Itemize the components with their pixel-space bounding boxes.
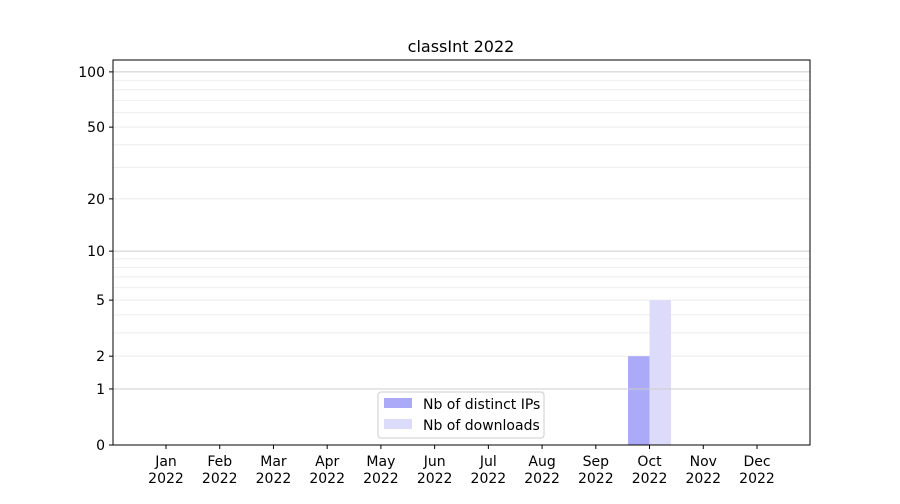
y-tick-label: 5 xyxy=(96,293,105,309)
x-tick-label: Aug 2022 xyxy=(524,454,560,487)
x-tick-label: May 2022 xyxy=(363,454,399,487)
legend-box xyxy=(377,391,545,439)
plot-frame xyxy=(112,59,811,446)
x-axis: Jan 2022 Feb 2022 Mar 2022 Apr 2022 May 2022 Jun 20… xyxy=(148,445,775,487)
y-tick-label: 10 xyxy=(87,244,105,260)
bars xyxy=(628,300,672,445)
grid xyxy=(113,79,810,357)
y-tick-label: 100 xyxy=(78,65,105,81)
legend-label-ips: Nb of distinct IPs xyxy=(423,397,540,413)
legend: Nb of distinct IPs Nb of downloads xyxy=(377,391,545,439)
chart-title: classInt 2022 xyxy=(408,37,515,56)
y-axis: 0 1 2 5 10 20 50 100 xyxy=(78,65,113,454)
y-tick-label: 1 xyxy=(96,382,105,398)
y-tick-label: 0 xyxy=(96,438,105,454)
major-grid xyxy=(113,71,810,390)
y-tick-label: 50 xyxy=(87,120,105,136)
x-tick-label: Sep 2022 xyxy=(578,454,614,487)
y-tick-label: 20 xyxy=(87,192,105,208)
bar-downloads xyxy=(649,300,672,445)
legend-swatch-ips xyxy=(384,398,412,408)
x-tick-label: Feb 2022 xyxy=(202,454,238,487)
x-tick-label: Nov 2022 xyxy=(685,454,721,487)
x-tick-label: Oct 2022 xyxy=(632,454,668,487)
legend-swatch-downloads xyxy=(384,419,412,429)
x-tick-label: Dec 2022 xyxy=(739,454,775,487)
x-tick-label: Mar 2022 xyxy=(256,454,292,487)
x-tick-label: Jul 2022 xyxy=(471,454,507,487)
x-tick-label: Jan 2022 xyxy=(148,454,184,487)
legend-label-downloads: Nb of downloads xyxy=(423,418,540,434)
x-tick-label: Jun 2022 xyxy=(417,454,453,487)
bar-distinct-ips xyxy=(628,356,650,445)
y-tick-label: 2 xyxy=(96,349,105,365)
x-tick-label: Apr 2022 xyxy=(309,454,345,487)
